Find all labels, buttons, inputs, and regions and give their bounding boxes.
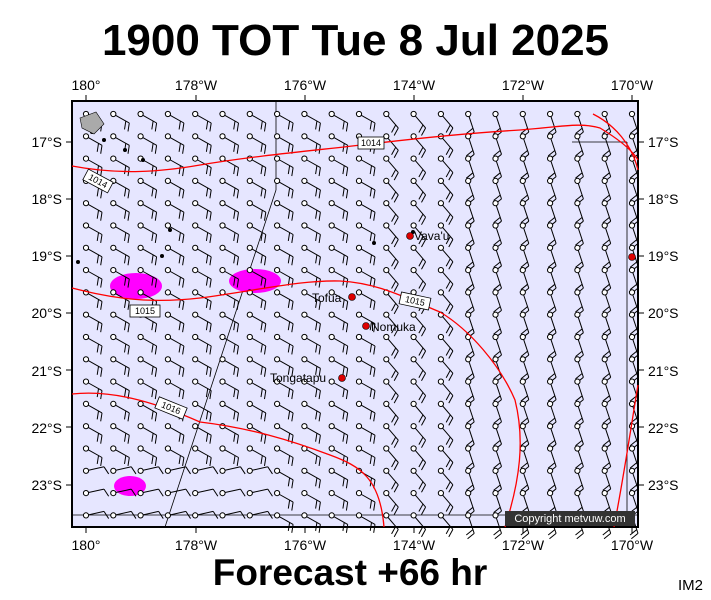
lat-label-right-3: 19°S — [648, 248, 679, 264]
lat-label-right-2: 18°S — [648, 191, 679, 207]
isobar-2 — [71, 392, 385, 528]
svg-text:Copyright metvuw.com: Copyright metvuw.com — [514, 513, 625, 525]
lon-label-bottom-6: 170°W — [611, 537, 654, 553]
svg-text:1015: 1015 — [135, 306, 155, 316]
isobar-3 — [592, 113, 639, 171]
place-markers — [338, 232, 636, 382]
place-marker-3 — [338, 374, 346, 382]
place-marker-0 — [406, 232, 414, 240]
isobar-1 — [71, 280, 521, 528]
lon-label-top-2: 178°W — [175, 77, 218, 93]
lat-label-left-7: 23°S — [31, 477, 62, 493]
isobars — [71, 113, 639, 528]
map-title: 1900 TOT Tue 8 Jul 2025 — [101, 16, 610, 65]
place-label-vavau: Vava'u — [414, 229, 449, 243]
lon-label-top-3: 176°W — [284, 77, 327, 93]
lon-label-top-1: 180° — [72, 77, 101, 93]
lon-label-bottom-3: 176°W — [284, 537, 327, 553]
lat-label-left-1: 17°S — [31, 134, 62, 150]
lon-label-bottom-4: 174°W — [393, 537, 436, 553]
lat-label-left-5: 21°S — [31, 363, 62, 379]
copyright-badge: Copyright metvuw.com — [505, 511, 635, 526]
forecast-label: Forecast +66 hr — [212, 552, 488, 593]
place-marker-1 — [348, 293, 356, 301]
lon-label-top-6: 170°W — [611, 77, 654, 93]
lat-label-right-1: 17°S — [648, 134, 679, 150]
lon-label-top-5: 172°W — [502, 77, 545, 93]
lon-label-bottom-5: 172°W — [502, 537, 545, 553]
image-code: IM2 — [677, 577, 703, 594]
lat-label-left-4: 20°S — [31, 305, 62, 321]
islands — [76, 111, 634, 264]
place-label-nomuka: Nomuka — [371, 320, 416, 334]
lat-label-right-6: 22°S — [648, 420, 679, 436]
lon-label-bottom-2: 178°W — [175, 537, 218, 553]
place-marker-2 — [362, 322, 370, 330]
isobar-label-1015-b: 1015 — [398, 291, 432, 311]
lat-label-left-2: 18°S — [31, 191, 62, 207]
lon-label-top-4: 174°W — [393, 77, 436, 93]
lat-label-right-5: 21°S — [648, 363, 679, 379]
place-label-tofua: Tofua — [312, 291, 342, 305]
isobar-label-1016: 1016 — [154, 396, 188, 420]
svg-text:1014: 1014 — [361, 138, 381, 148]
svg-text:1015: 1015 — [404, 294, 426, 308]
lat-label-left-6: 22°S — [31, 420, 62, 436]
isobar-label-1014-a: 1014 — [357, 136, 385, 150]
lat-label-left-3: 19°S — [31, 248, 62, 264]
place-marker-edge — [628, 253, 636, 261]
lon-label-bottom-1: 180° — [72, 537, 101, 553]
isobar-0 — [71, 124, 639, 173]
lat-label-right-4: 20°S — [648, 305, 679, 321]
isobar-4 — [613, 384, 639, 528]
lat-label-right-7: 23°S — [648, 477, 679, 493]
isobar-label-1015-a: 1015 — [129, 304, 161, 318]
axis-ticks — [66, 95, 644, 533]
place-label-tongatapu: Tongatapu — [270, 371, 326, 385]
